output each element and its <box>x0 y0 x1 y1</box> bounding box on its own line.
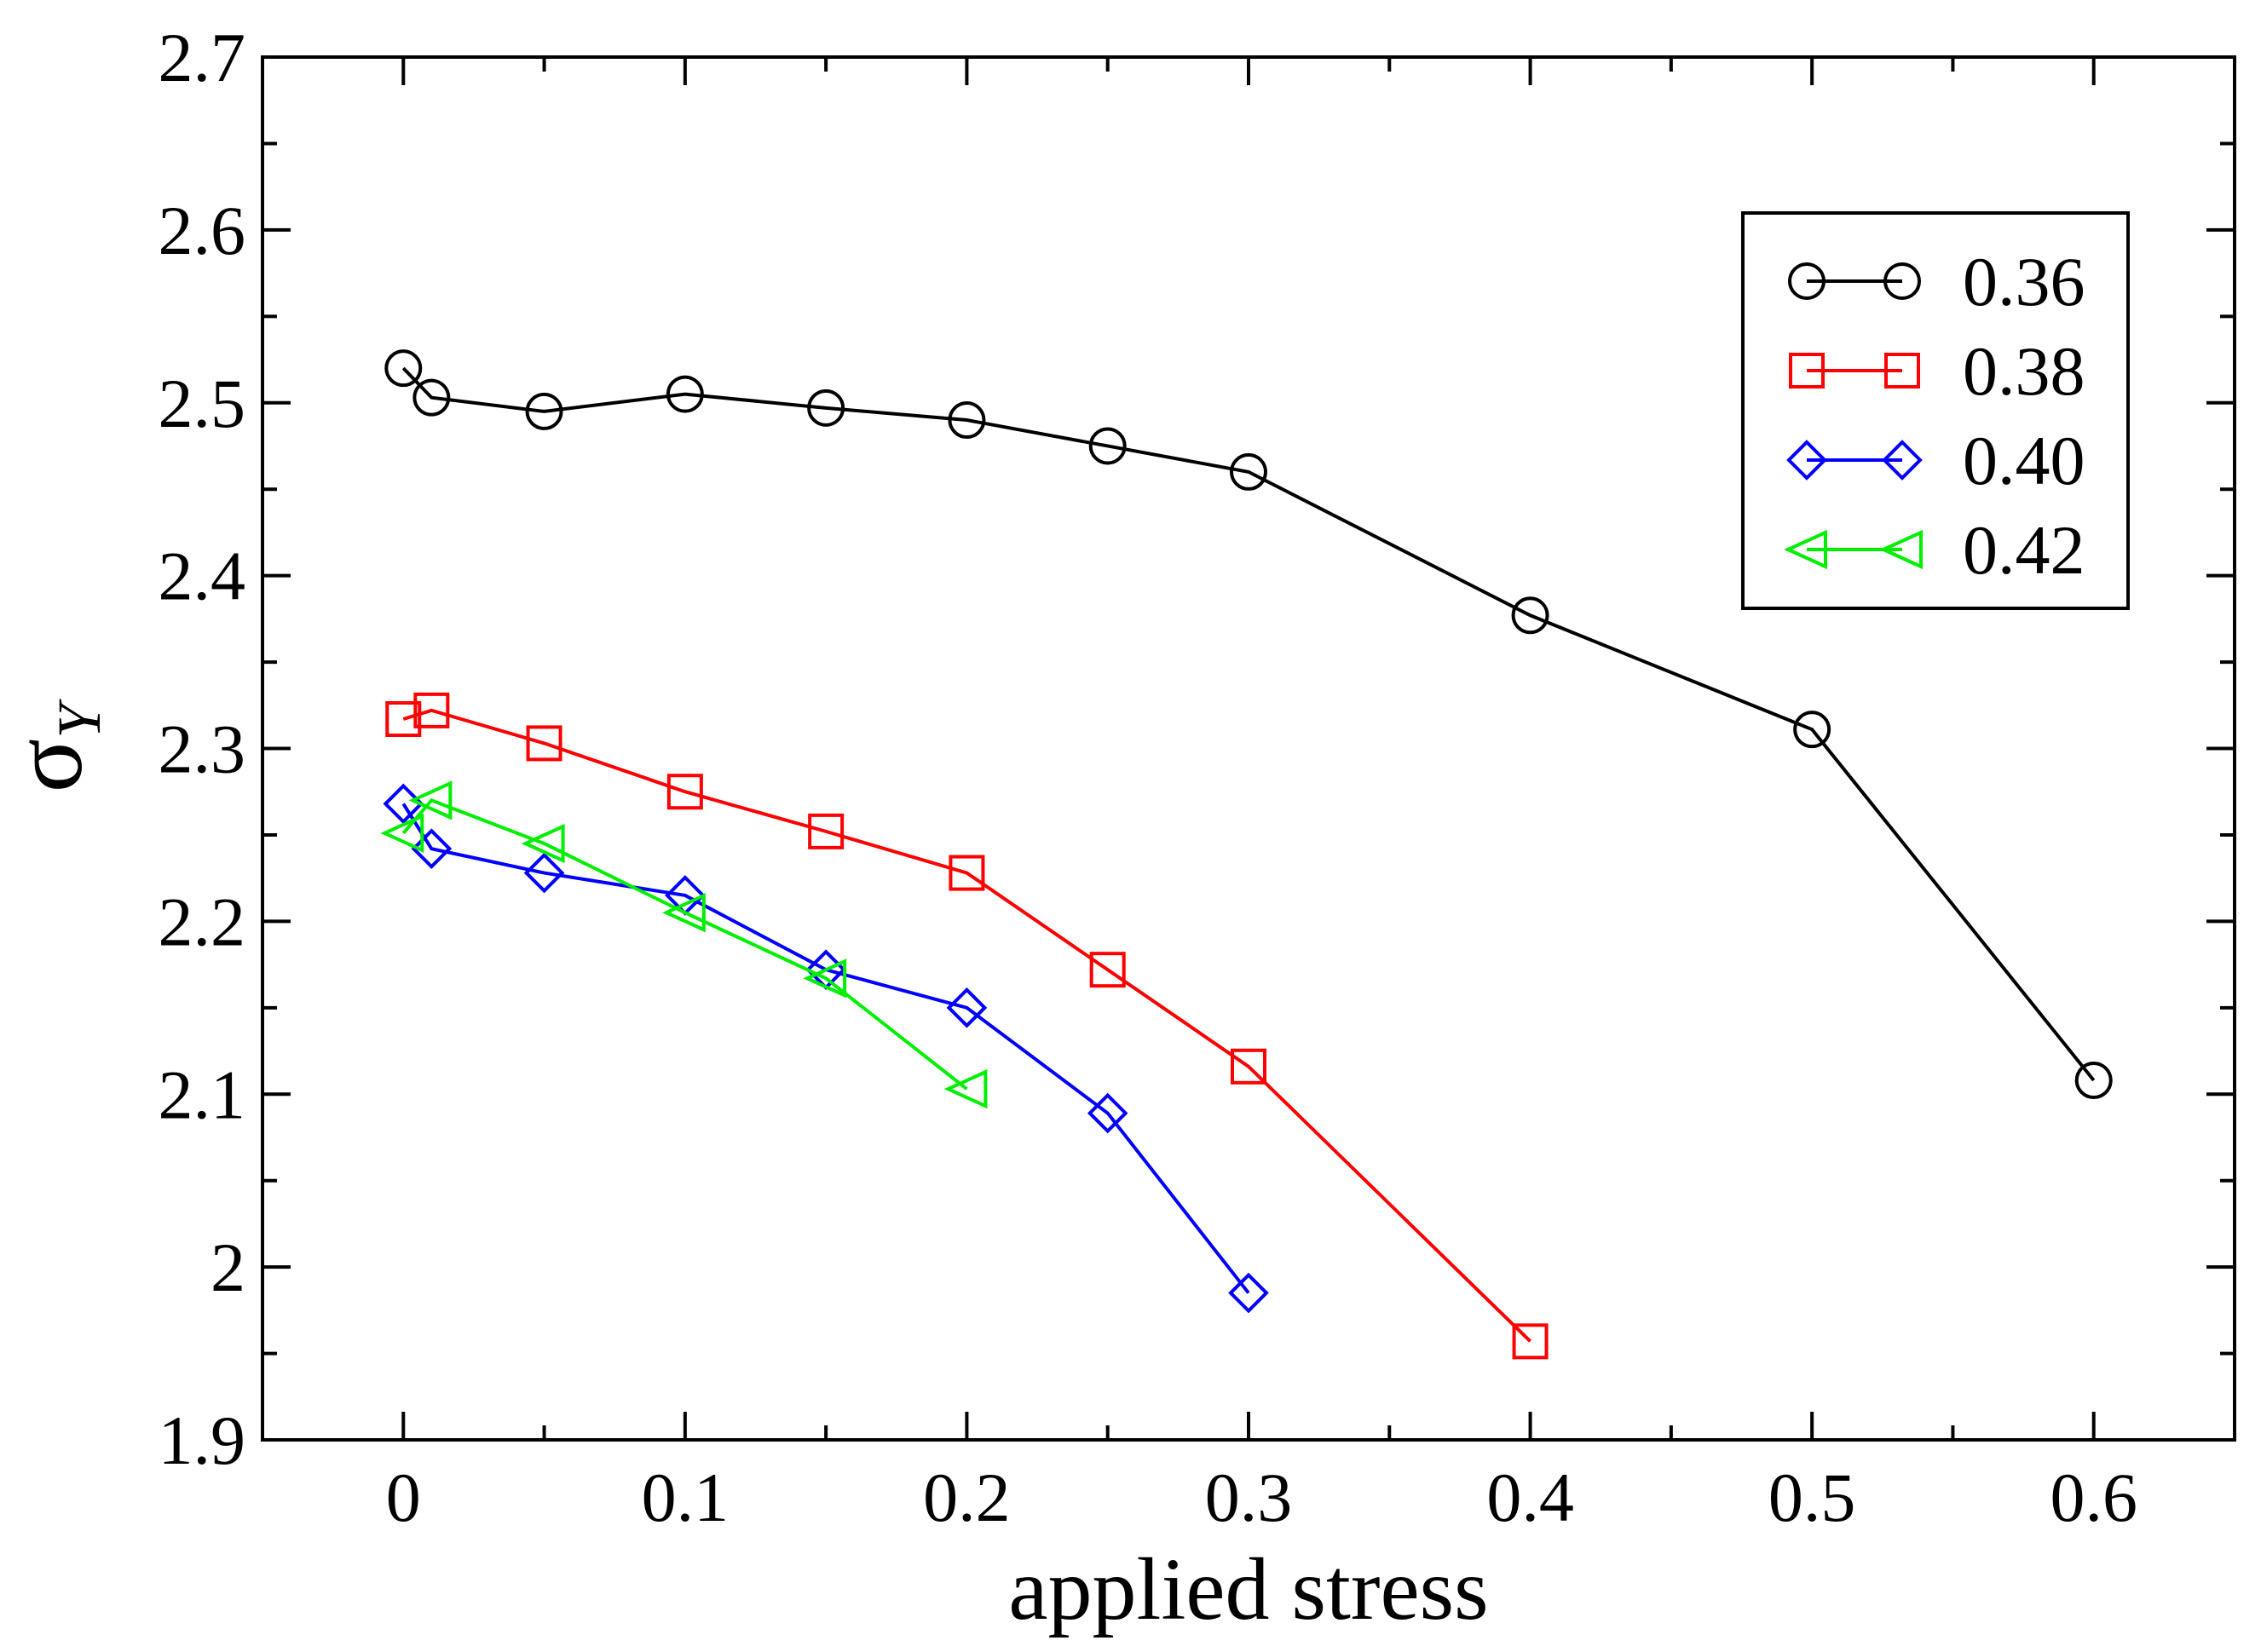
legend-item: 0.42 <box>1784 511 2085 589</box>
y-tick-label: 2.5 <box>159 365 246 442</box>
legend-item: 0.36 <box>1788 243 2085 320</box>
series-0.36 <box>384 349 2113 1100</box>
data-point <box>948 401 986 440</box>
data-point <box>408 780 453 820</box>
data-point <box>808 813 845 849</box>
series-0.38 <box>385 692 1549 1360</box>
x-tick-label: 0.4 <box>1486 1459 1574 1536</box>
series-line <box>402 708 1531 1343</box>
y-axis-title: σY <box>0 699 113 793</box>
x-tick-label: 0.5 <box>1768 1459 1856 1536</box>
y-axis-title-subscript: Y <box>45 699 113 739</box>
data-point <box>807 389 845 427</box>
data-point <box>385 701 422 738</box>
y-tick-label: 2.1 <box>159 1056 246 1133</box>
data-point <box>384 349 423 388</box>
data-point <box>1087 1092 1128 1134</box>
legend-marker <box>1786 440 1827 481</box>
legend-label: 0.36 <box>1963 243 2085 320</box>
legend-marker <box>1883 262 1921 300</box>
legend-marker <box>1879 529 1923 570</box>
data-point <box>1231 1048 1266 1085</box>
y-tick-label: 2 <box>211 1229 245 1306</box>
data-point <box>1512 1323 1549 1360</box>
data-point <box>413 692 450 728</box>
data-point <box>523 852 565 894</box>
legend-label: 0.40 <box>1963 422 2085 499</box>
x-tick-label: 0 <box>386 1459 421 1536</box>
data-point <box>526 725 562 762</box>
data-point <box>412 378 451 417</box>
y-tick-label: 1.9 <box>159 1402 246 1479</box>
legend-item: 0.38 <box>1789 332 2085 410</box>
tick-labels: 0 0.1 0.2 0.3 0.4 0.5 0.6 1.9 2 2.1 2.2 2.3 2.4 2.5 2.… <box>159 19 2137 1536</box>
series-layer <box>380 349 2113 1360</box>
data-point <box>411 828 453 869</box>
data-point <box>666 375 704 413</box>
legend-label: 0.38 <box>1963 332 2085 410</box>
x-tick-label: 0.6 <box>2050 1459 2137 1536</box>
x-tick-label: 0.3 <box>1205 1459 1293 1536</box>
data-point <box>1230 452 1267 491</box>
data-point <box>380 813 424 854</box>
legend-item: 0.40 <box>1786 422 2085 499</box>
y-tick-label: 2.7 <box>159 19 246 96</box>
legend-marker <box>1788 262 1826 300</box>
series-line <box>401 803 1250 1294</box>
data-point <box>662 893 706 933</box>
data-point <box>949 855 985 891</box>
y-axis-title-symbol: σ <box>0 739 103 793</box>
legend-marker <box>1784 529 1827 570</box>
data-point <box>1088 427 1127 465</box>
series-line <box>401 366 2096 1082</box>
y-tick-label: 2.6 <box>159 192 246 269</box>
data-point <box>521 823 565 864</box>
data-point <box>1511 596 1549 635</box>
x-tick-label: 0.1 <box>642 1459 730 1536</box>
y-tick-label: 2.3 <box>159 711 246 788</box>
legend-marker <box>1882 440 1923 481</box>
legend: 0.36 0.38 0.40 0.42 <box>1741 211 2130 610</box>
data-point <box>1228 1272 1269 1314</box>
data-point <box>666 774 703 810</box>
data-point <box>2074 1062 2113 1100</box>
y-tick-label: 2.2 <box>159 883 246 960</box>
data-point <box>1793 711 1831 749</box>
data-point <box>525 392 563 430</box>
x-tick-label: 0.2 <box>923 1459 1011 1536</box>
legend-marker <box>1884 353 1920 389</box>
data-point <box>1089 952 1126 988</box>
y-tick-label: 2.4 <box>159 538 246 615</box>
data-point <box>803 958 847 999</box>
legend-marker <box>1789 353 1825 389</box>
data-point <box>946 987 988 1028</box>
data-point <box>943 1069 988 1109</box>
series-0.42 <box>380 780 988 1109</box>
axis-ticks <box>261 55 2236 1442</box>
legend-label: 0.42 <box>1963 511 2085 589</box>
x-axis-title: applied stress <box>1008 1540 1488 1638</box>
